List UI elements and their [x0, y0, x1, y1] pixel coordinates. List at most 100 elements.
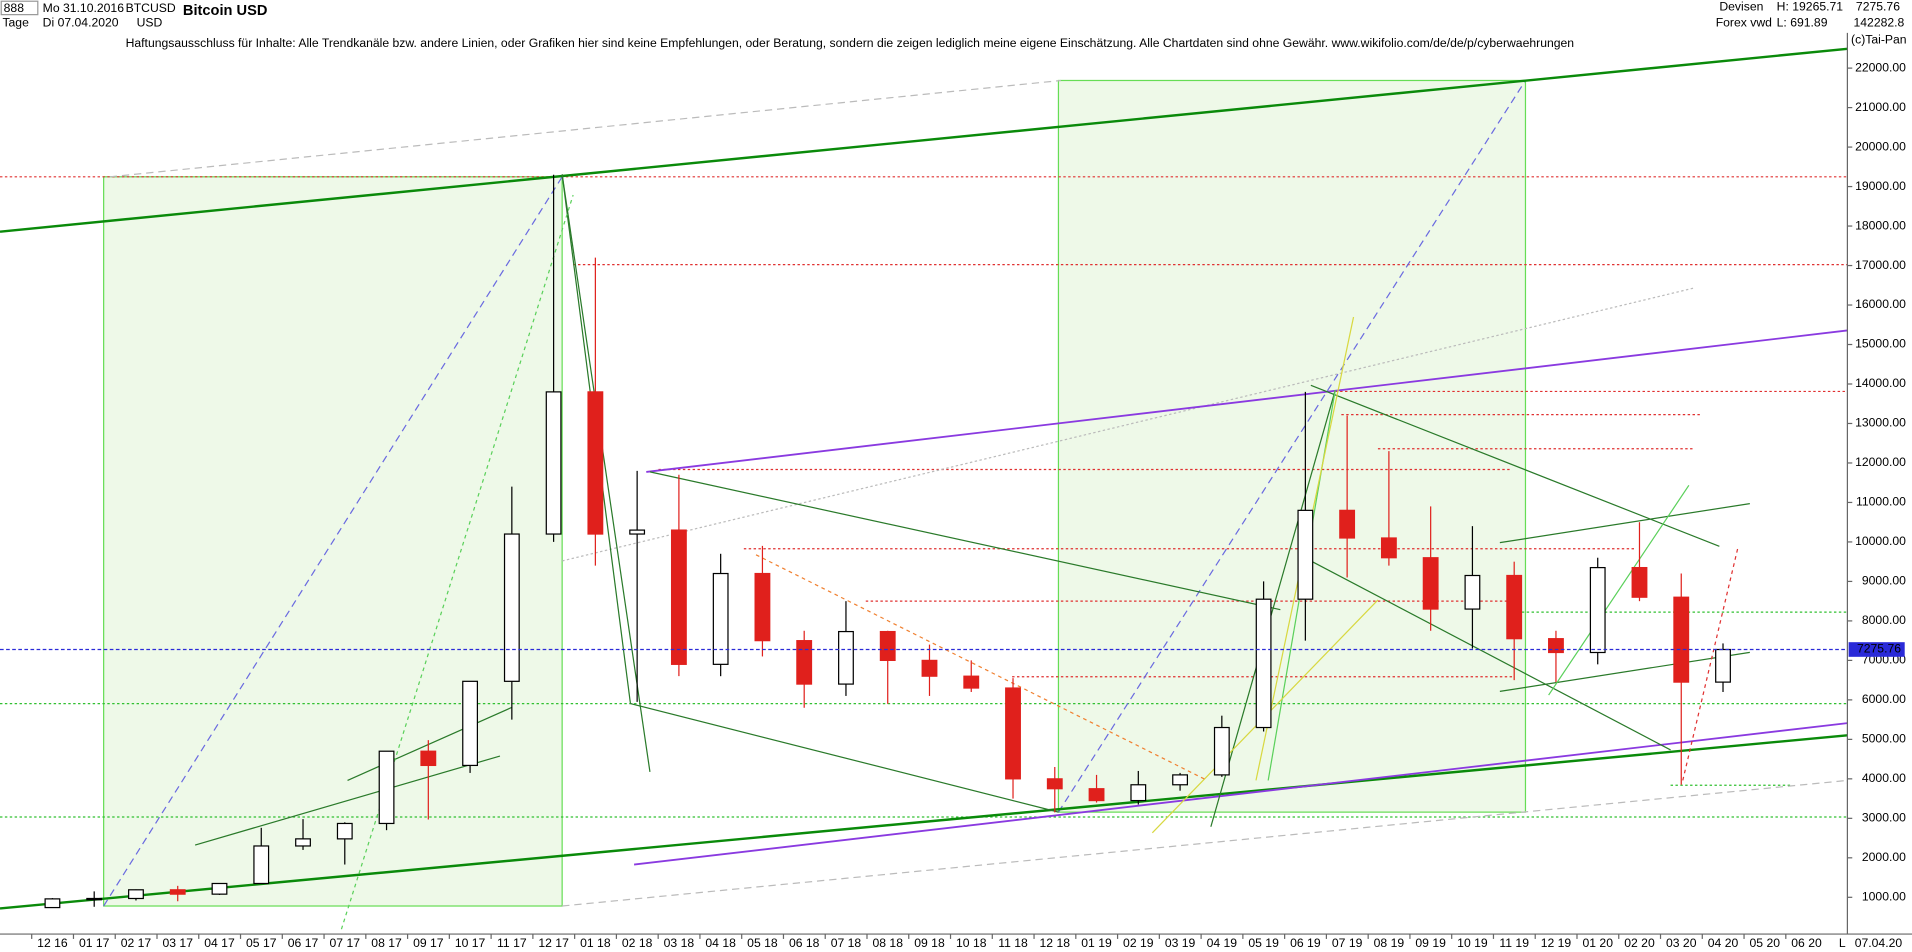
trend	[1310, 560, 1671, 751]
candle-body	[503, 533, 520, 682]
x-tick-label: 03 17	[162, 936, 193, 950]
candle-body	[796, 640, 813, 685]
guide	[103, 176, 563, 907]
x-tick-label: 06 17	[288, 936, 319, 950]
x-tick-label: 01 20	[1582, 936, 1613, 950]
candle-body	[1088, 788, 1105, 802]
y-tick-label: 11000.00	[1856, 495, 1906, 509]
x-tick-label: 05 17	[246, 936, 277, 950]
from-date: Mo 31.10.2016	[43, 1, 125, 15]
x-tick-label: 11 18	[998, 936, 1028, 950]
x-tick-label: 03 19	[1165, 936, 1196, 950]
low-info: L: 691.89	[1777, 15, 1828, 29]
candle-body	[44, 898, 61, 909]
x-tick-label: 02 19	[1123, 936, 1154, 950]
disclaimer: Haftungsausschluss für Inhalte: Alle Tre…	[126, 36, 1575, 50]
x-tick-label: 08 19	[1374, 936, 1405, 950]
x-tick-label: 01 18	[580, 936, 611, 950]
candle-body	[86, 897, 103, 901]
candle-body	[587, 391, 604, 535]
y-tick-label: 2000.00	[1862, 850, 1906, 864]
chart-title: Bitcoin USD	[183, 3, 268, 19]
candle-body	[253, 845, 270, 885]
y-tick-label: 16000.00	[1855, 297, 1906, 311]
candle-body	[545, 391, 562, 535]
footer-date: 07.04.20	[1855, 936, 1903, 950]
x-tick-label: 01 19	[1081, 936, 1112, 950]
x-tick-label: 05 20	[1750, 936, 1781, 950]
x-tick-label: 03 18	[664, 936, 695, 950]
y-tick-label: 8000.00	[1862, 613, 1906, 627]
channel	[0, 734, 1848, 910]
candle-body	[712, 572, 729, 665]
candle-body	[754, 572, 771, 642]
x-tick-label: 02 17	[121, 936, 152, 950]
candle-body	[462, 680, 479, 767]
y-tick-label: 15000.00	[1855, 337, 1906, 351]
y-tick-label: 13000.00	[1855, 416, 1906, 430]
candle-body	[420, 750, 437, 767]
candle-body	[378, 750, 395, 825]
y-tick-label: 4000.00	[1862, 771, 1906, 785]
candle-body	[1046, 778, 1063, 790]
channel	[0, 47, 1848, 233]
candle-body	[1548, 638, 1564, 654]
symbol-box-text: 888	[4, 1, 25, 15]
trend	[1499, 651, 1750, 693]
candle-body	[670, 529, 687, 665]
symbol-box[interactable]	[0, 0, 39, 16]
x-tick-label: 10 17	[455, 936, 486, 950]
y-tick-label: 19000.00	[1855, 179, 1906, 193]
candle-body	[963, 675, 980, 689]
candle-body	[169, 889, 186, 895]
y-tick-label: 6000.00	[1862, 692, 1906, 706]
y-tick-label: 14000.00	[1855, 376, 1906, 390]
y-tick-label: 20000.00	[1855, 139, 1906, 153]
x-tick-label: 06 18	[789, 936, 820, 950]
high-info: H: 19265.71	[1777, 0, 1844, 14]
y-tick-label: 17000.00	[1855, 258, 1906, 272]
y-tick-label: 10000.00	[1855, 534, 1906, 548]
candle-body	[1422, 557, 1439, 610]
trend	[630, 703, 1059, 813]
candle-body	[1172, 774, 1189, 786]
trend	[347, 706, 513, 781]
trend	[755, 554, 1208, 781]
candle-body	[1339, 509, 1356, 539]
period[interactable]: Tage	[2, 15, 29, 29]
candle-body	[1715, 648, 1731, 683]
channel	[646, 329, 1848, 473]
x-tick-label: 06 20	[1791, 936, 1822, 950]
x-tick-label: 10 19	[1457, 936, 1488, 950]
x-tick-label: 04 17	[204, 936, 235, 950]
footer-flag: L	[1839, 936, 1846, 950]
y-tick-label: 21000.00	[1855, 100, 1906, 114]
trend	[1210, 390, 1336, 827]
last-price-label: 7275.76	[1857, 642, 1901, 656]
x-tick-label: 11 17	[497, 936, 527, 950]
candle-body	[879, 630, 896, 662]
candle-body	[1631, 566, 1648, 598]
candle-body	[1380, 537, 1397, 559]
candle-body	[629, 529, 646, 535]
x-tick-label: 06 19	[1290, 936, 1321, 950]
y-tick-label: 9000.00	[1862, 574, 1906, 588]
x-tick-label: 09 18	[914, 936, 945, 950]
x-tick-label: 07 17	[330, 936, 361, 950]
currency: USD	[137, 15, 163, 29]
candle-body	[1297, 509, 1314, 600]
candle-body	[1673, 596, 1690, 683]
channel	[633, 722, 1848, 866]
candle-body	[921, 659, 938, 677]
ticker: BTCUSD	[126, 1, 176, 15]
trend	[194, 755, 501, 846]
x-tick-label: 12 18	[1040, 936, 1071, 950]
last-info: 7275.76	[1856, 0, 1900, 14]
header-bar	[0, 0, 1912, 33]
trend	[1682, 548, 1739, 781]
candle-body	[1506, 574, 1523, 640]
x-tick-label: 09 17	[413, 936, 444, 950]
to-date: Di 07.04.2020	[43, 15, 119, 29]
